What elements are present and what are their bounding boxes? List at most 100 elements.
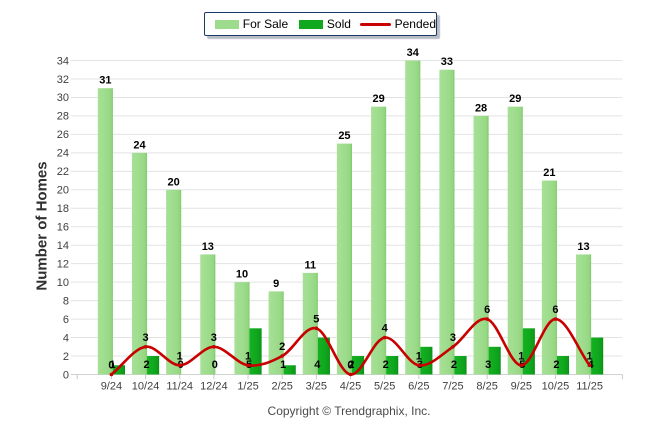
y-tick-label: 20 bbox=[57, 185, 69, 197]
x-tick-label: 2/25 bbox=[271, 381, 292, 393]
y-tick-label: 16 bbox=[57, 222, 69, 234]
x-tick-label: 6/25 bbox=[408, 381, 429, 393]
for-sale-value-label: 33 bbox=[441, 56, 453, 68]
pended-value-label: 6 bbox=[484, 304, 490, 316]
x-tick-label: 8/25 bbox=[476, 381, 497, 393]
y-tick-label: 34 bbox=[57, 55, 69, 67]
bar-for-sale bbox=[302, 272, 318, 375]
bar-sold bbox=[556, 356, 570, 375]
for-sale-value-label: 21 bbox=[543, 167, 555, 179]
y-tick-label: 4 bbox=[63, 332, 69, 344]
pended-value-label: 5 bbox=[313, 313, 319, 325]
bar-for-sale bbox=[131, 152, 148, 375]
pended-point-marker bbox=[280, 354, 284, 358]
bar-for-sale bbox=[439, 69, 455, 375]
sold-value-label: 2 bbox=[348, 359, 354, 371]
bar-for-sale bbox=[371, 106, 387, 375]
bar-sold bbox=[591, 337, 604, 375]
y-tick-label: 18 bbox=[57, 203, 69, 215]
legend-swatch-for-sale bbox=[215, 19, 239, 29]
bar-sold bbox=[351, 356, 365, 375]
bar-sold bbox=[112, 365, 125, 375]
for-sale-value-label: 34 bbox=[407, 47, 420, 59]
pended-value-label: 4 bbox=[382, 323, 389, 335]
pended-point-marker bbox=[417, 363, 421, 368]
y-tick-label: 12 bbox=[57, 258, 69, 270]
sold-value-label: 3 bbox=[485, 359, 491, 371]
y-tick-label: 24 bbox=[57, 148, 69, 160]
x-tick-label: 9/24 bbox=[101, 381, 122, 393]
pended-value-label: 1 bbox=[416, 350, 422, 362]
bar-sold bbox=[249, 328, 262, 375]
pended-point-marker bbox=[212, 344, 216, 349]
y-tick-label: 30 bbox=[57, 92, 69, 104]
pended-point-marker bbox=[553, 317, 558, 321]
pended-value-label: 0 bbox=[347, 360, 353, 372]
pended-value-label: 2 bbox=[279, 341, 285, 353]
bar-for-sale bbox=[541, 180, 557, 375]
pended-point-marker bbox=[451, 344, 455, 349]
for-sale-value-label: 24 bbox=[133, 139, 146, 151]
y-tick-label: 0 bbox=[63, 369, 69, 381]
x-tick-label: 4/25 bbox=[340, 381, 361, 393]
pended-point-marker bbox=[314, 326, 319, 331]
pended-value-label: 1 bbox=[587, 350, 593, 362]
sold-value-label: 2 bbox=[553, 359, 559, 371]
y-tick-label: 14 bbox=[57, 240, 69, 252]
x-tick-label: 7/25 bbox=[442, 381, 463, 393]
pended-point-marker bbox=[587, 363, 592, 368]
sold-value-label: 1 bbox=[109, 359, 115, 371]
y-tick-label: 26 bbox=[57, 129, 69, 141]
bar-for-sale bbox=[268, 291, 284, 375]
for-sale-value-label: 13 bbox=[577, 241, 589, 253]
pended-value-label: 3 bbox=[142, 332, 148, 344]
x-tick-label: 10/24 bbox=[132, 381, 160, 393]
y-tick-label: 2 bbox=[63, 351, 69, 363]
bar-for-sale bbox=[200, 254, 216, 375]
bar-for-sale bbox=[97, 88, 113, 375]
bar-sold bbox=[454, 356, 467, 375]
bar-for-sale bbox=[405, 60, 421, 375]
sold-value-label: 2 bbox=[451, 359, 457, 371]
for-sale-value-label: 29 bbox=[509, 93, 521, 105]
pended-value-label: 6 bbox=[552, 304, 558, 316]
pended-value-label: 3 bbox=[211, 332, 217, 344]
for-sale-value-label: 29 bbox=[372, 93, 384, 105]
legend: For Sale Sold Pended bbox=[204, 12, 437, 36]
pended-value-label: 1 bbox=[245, 350, 251, 362]
for-sale-value-label: 10 bbox=[236, 269, 248, 281]
pended-point-marker bbox=[143, 344, 148, 349]
x-tick-label: 11/25 bbox=[576, 381, 603, 393]
pended-point-marker bbox=[348, 372, 353, 377]
bar-sold bbox=[420, 346, 433, 375]
y-tick-label: 6 bbox=[63, 314, 69, 326]
y-tick-label: 32 bbox=[57, 74, 69, 86]
sold-value-label: 2 bbox=[383, 359, 389, 371]
sold-value-label: 4 bbox=[314, 359, 321, 371]
sold-value-label: 0 bbox=[212, 359, 218, 371]
pended-point-marker bbox=[485, 317, 489, 321]
y-axis-title: Number of Homes bbox=[33, 161, 51, 291]
bar-for-sale bbox=[507, 106, 523, 375]
bar-sold bbox=[147, 356, 160, 375]
bar-for-sale bbox=[234, 282, 250, 375]
sold-value-label: 2 bbox=[143, 359, 149, 371]
y-tick-label: 22 bbox=[57, 166, 69, 178]
pended-point-marker bbox=[177, 363, 182, 368]
bar-sold bbox=[283, 365, 296, 375]
x-tick-label: 9/25 bbox=[511, 381, 532, 393]
legend-label-pended: Pended bbox=[394, 17, 436, 31]
x-tick-label: 5/25 bbox=[374, 381, 395, 393]
pended-value-label: 1 bbox=[518, 350, 524, 362]
y-tick-label: 28 bbox=[57, 111, 69, 123]
pended-point-marker bbox=[109, 372, 114, 377]
bar-sold bbox=[488, 346, 501, 375]
bar-sold bbox=[386, 356, 399, 375]
for-sale-value-label: 20 bbox=[168, 176, 180, 188]
bar-for-sale bbox=[473, 115, 489, 375]
pended-value-label: 1 bbox=[177, 350, 183, 362]
pended-point-marker bbox=[519, 363, 524, 368]
for-sale-value-label: 13 bbox=[202, 241, 214, 253]
